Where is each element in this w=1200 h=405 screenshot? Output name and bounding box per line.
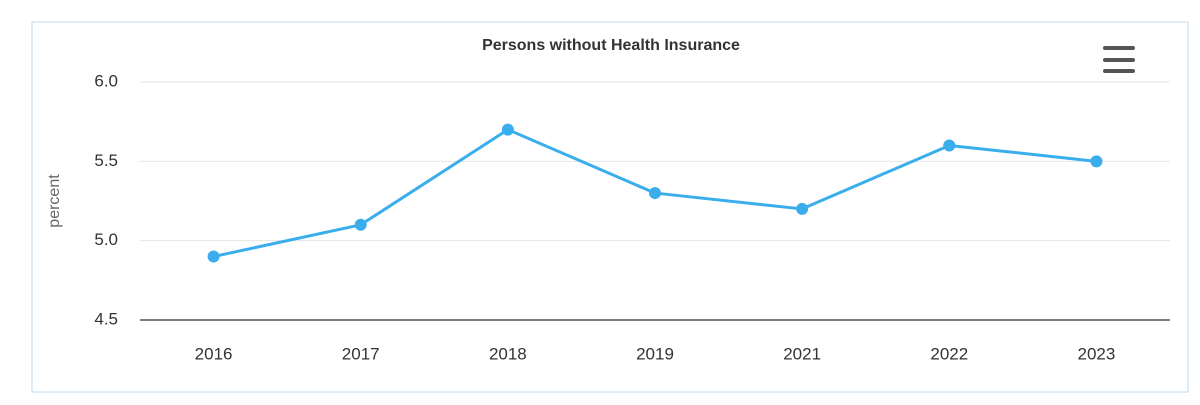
chart-title: Persons without Health Insurance — [482, 37, 740, 54]
data-point — [649, 187, 661, 200]
x-tick-label: 2016 — [195, 344, 233, 363]
y-tick-label: 6.0 — [94, 71, 118, 90]
menu-button[interactable] — [1103, 46, 1135, 73]
y-tick-label: 4.5 — [94, 309, 118, 328]
data-point — [1090, 155, 1103, 168]
data-point — [501, 123, 514, 136]
x-tick-label: 2019 — [636, 344, 674, 363]
x-tick-label: 2017 — [342, 344, 380, 363]
y-axis-label: percent — [46, 174, 63, 228]
data-point — [207, 250, 220, 263]
y-tick-label: 5.0 — [94, 230, 118, 249]
x-tick-label: 2023 — [1078, 344, 1116, 363]
y-tick-label: 5.5 — [94, 151, 118, 170]
data-point — [943, 139, 956, 152]
data-point — [354, 218, 367, 231]
chart-frame — [31, 21, 1189, 393]
x-tick-label: 2018 — [489, 344, 527, 363]
data-point — [796, 202, 809, 215]
x-tick-label: 2022 — [930, 344, 968, 363]
x-tick-label: 2021 — [783, 344, 821, 363]
